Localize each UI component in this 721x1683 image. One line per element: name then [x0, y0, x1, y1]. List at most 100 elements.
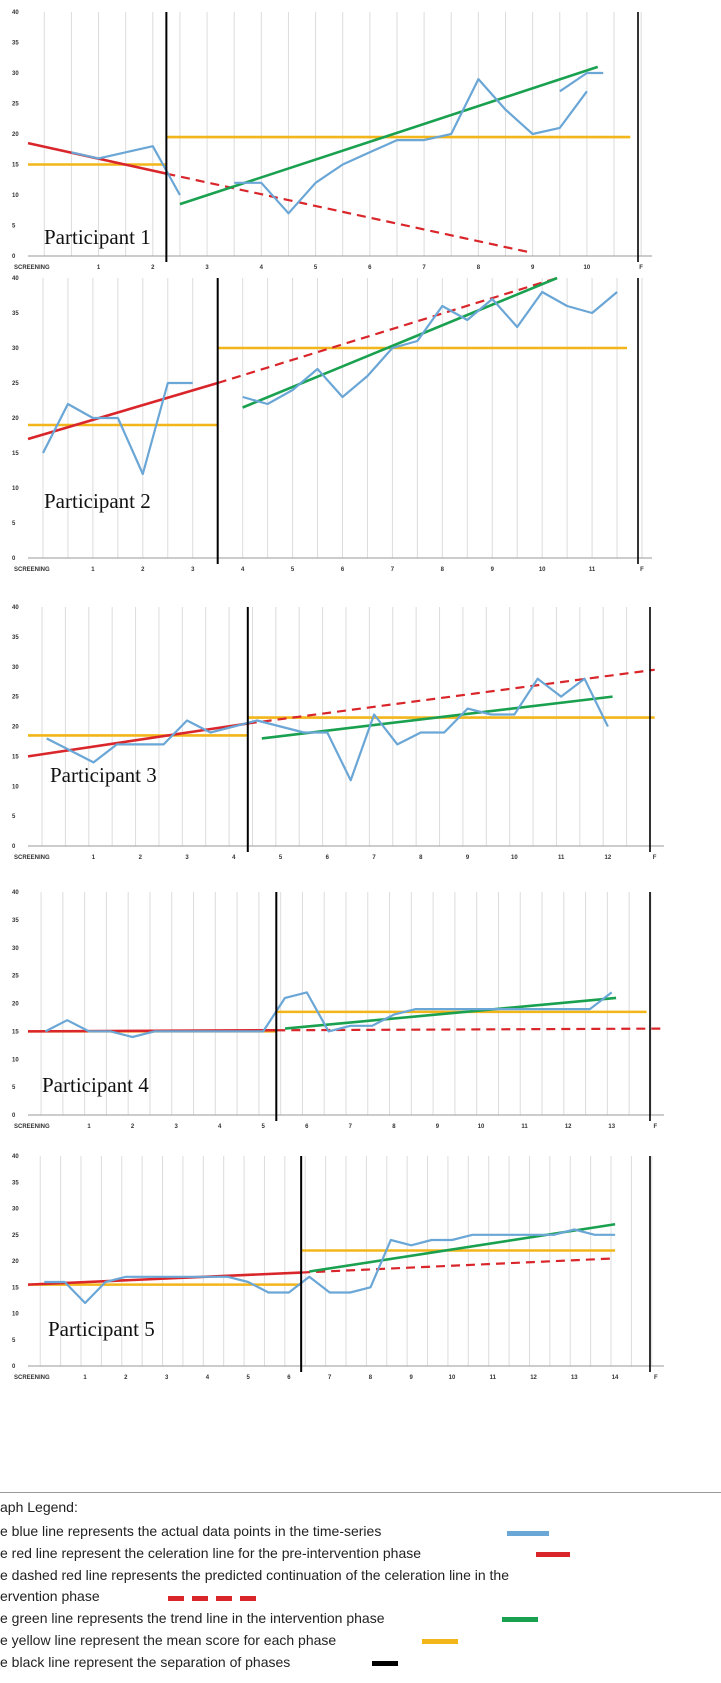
y-tick-label: 20: [12, 416, 19, 422]
data-series-line: [44, 1228, 616, 1305]
legend-text: e yellow line represent the mean score f…: [0, 1632, 337, 1648]
y-tick-label: 10: [12, 193, 19, 199]
x-tick-label: 8: [441, 567, 445, 573]
x-tick-label: SCREENING: [14, 1375, 50, 1381]
predicted-celeration-line: [301, 1257, 616, 1274]
x-tick-label: 10: [539, 567, 546, 573]
x-tick-label: 9: [410, 1375, 414, 1381]
y-tick-label: 40: [12, 605, 19, 611]
y-tick-label: 30: [12, 665, 19, 671]
y-tick-label: 35: [12, 311, 19, 317]
legend-swatch-blue: [507, 1531, 549, 1536]
x-tick-label: 4: [218, 1124, 222, 1130]
x-tick-label: F: [653, 1124, 657, 1130]
y-tick-label: 35: [12, 918, 19, 924]
y-tick-label: 10: [12, 486, 19, 492]
x-tick-label: 12: [605, 855, 612, 861]
graph-legend: aph Legend: e blue line represents the a…: [0, 1492, 721, 1683]
legend-item-yellow: e yellow line represent the mean score f…: [0, 1632, 336, 1648]
y-tick-label: 20: [12, 725, 19, 731]
y-tick-label: 30: [12, 946, 19, 952]
x-tick-label: F: [639, 265, 643, 271]
legend-item-red: e red line represent the celeration line…: [0, 1545, 421, 1561]
data-series-line: [44, 991, 613, 1039]
participant-title: Participant 3: [50, 763, 157, 787]
x-tick-label: 8: [419, 855, 423, 861]
x-tick-label: 7: [328, 1375, 332, 1381]
y-tick-label: 30: [12, 346, 19, 352]
x-tick-label: 9: [466, 855, 470, 861]
participant-2-chart: 0 5 10 15 20 25 30 35 40 SCREENING 1 2 3 4 5 6 7 8 9 10 11 F P…: [12, 276, 652, 573]
participant-title: Participant 2: [44, 489, 151, 513]
y-tick-label: 25: [12, 102, 19, 108]
x-tick-label: 7: [349, 1124, 353, 1130]
trend-line: [284, 996, 617, 1030]
legend-item-dashed-red: e dashed red line represents the predict…: [0, 1567, 509, 1583]
x-tick-label: 5: [291, 567, 295, 573]
legend-item-blue: e blue line represents the actual data p…: [0, 1523, 381, 1539]
y-tick-label: 15: [12, 1285, 19, 1291]
y-tick-label: 5: [12, 521, 16, 527]
x-tick-label: 10: [478, 1124, 485, 1130]
x-tick-label: 1: [92, 855, 96, 861]
y-tick-label: 0: [12, 1113, 16, 1119]
x-tick-label: 5: [279, 855, 283, 861]
x-tick-label: 2: [151, 265, 155, 271]
data-series-line: [42, 381, 193, 476]
x-tick-label: F: [640, 567, 644, 573]
y-tick-label: 15: [12, 754, 19, 760]
legend-text: e blue line represents the actual data p…: [0, 1523, 382, 1539]
predicted-celeration-line: [276, 1027, 665, 1032]
x-tick-label: 14: [612, 1375, 619, 1381]
participant-1-chart: 0 5 10 15 20 25 30 35 40 SCREENING 1 2 3 4 5 6 7 8 9 10 F Par…: [12, 10, 652, 271]
y-tick-label: 35: [12, 635, 19, 641]
y-tick-label: 0: [12, 1364, 16, 1370]
y-tick-label: 25: [12, 974, 19, 980]
data-series-line: [559, 71, 604, 93]
x-tick-label: 8: [369, 1375, 373, 1381]
trend-line: [242, 276, 558, 409]
y-tick-label: 5: [12, 1338, 16, 1344]
legend-text: e green line represents the trend line i…: [0, 1610, 385, 1626]
x-tick-label: 9: [531, 265, 535, 271]
celeration-line: [27, 722, 248, 758]
legend-item-green: e green line represents the trend line i…: [0, 1610, 384, 1626]
x-tick-label: 9: [436, 1124, 440, 1130]
x-tick-label: 3: [191, 567, 195, 573]
x-tick-label: 2: [124, 1375, 128, 1381]
x-tick-label: 1: [97, 265, 101, 271]
y-tick-label: 40: [12, 1154, 19, 1160]
x-tick-label: 6: [341, 567, 345, 573]
predicted-celeration-line: [217, 276, 558, 385]
x-tick-label: 11: [521, 1124, 528, 1130]
x-tick-label: 2: [141, 567, 145, 573]
x-tick-label: 7: [391, 567, 395, 573]
legend-text: e dashed red line represents the predict…: [0, 1567, 510, 1583]
x-tick-label: 10: [511, 855, 518, 861]
x-tick-label: 1: [83, 1375, 87, 1381]
x-tick-label: 8: [477, 265, 481, 271]
x-tick-label: 8: [392, 1124, 396, 1130]
y-tick-label: 0: [12, 844, 16, 850]
y-tick-label: 40: [12, 276, 19, 282]
y-tick-label: 5: [12, 1085, 16, 1091]
y-tick-label: 30: [12, 71, 19, 77]
y-tick-label: 25: [12, 695, 19, 701]
x-tick-label: F: [654, 1375, 658, 1381]
y-tick-label: 40: [12, 890, 19, 896]
x-tick-label: 6: [368, 265, 372, 271]
x-tick-label: 1: [87, 1124, 91, 1130]
x-tick-label: 11: [558, 855, 565, 861]
predicted-celeration-line: [247, 668, 655, 725]
x-tick-label: 1: [91, 567, 95, 573]
legend-swatch-green: [502, 1617, 538, 1622]
x-tick-label: 4: [232, 855, 236, 861]
data-series-line: [46, 677, 609, 782]
x-tick-label: 12: [530, 1375, 537, 1381]
x-tick-label: 4: [241, 567, 245, 573]
y-tick-label: 35: [12, 1180, 19, 1186]
y-tick-label: 20: [12, 1259, 19, 1265]
x-tick-label: F: [653, 855, 657, 861]
y-tick-label: 25: [12, 381, 19, 387]
